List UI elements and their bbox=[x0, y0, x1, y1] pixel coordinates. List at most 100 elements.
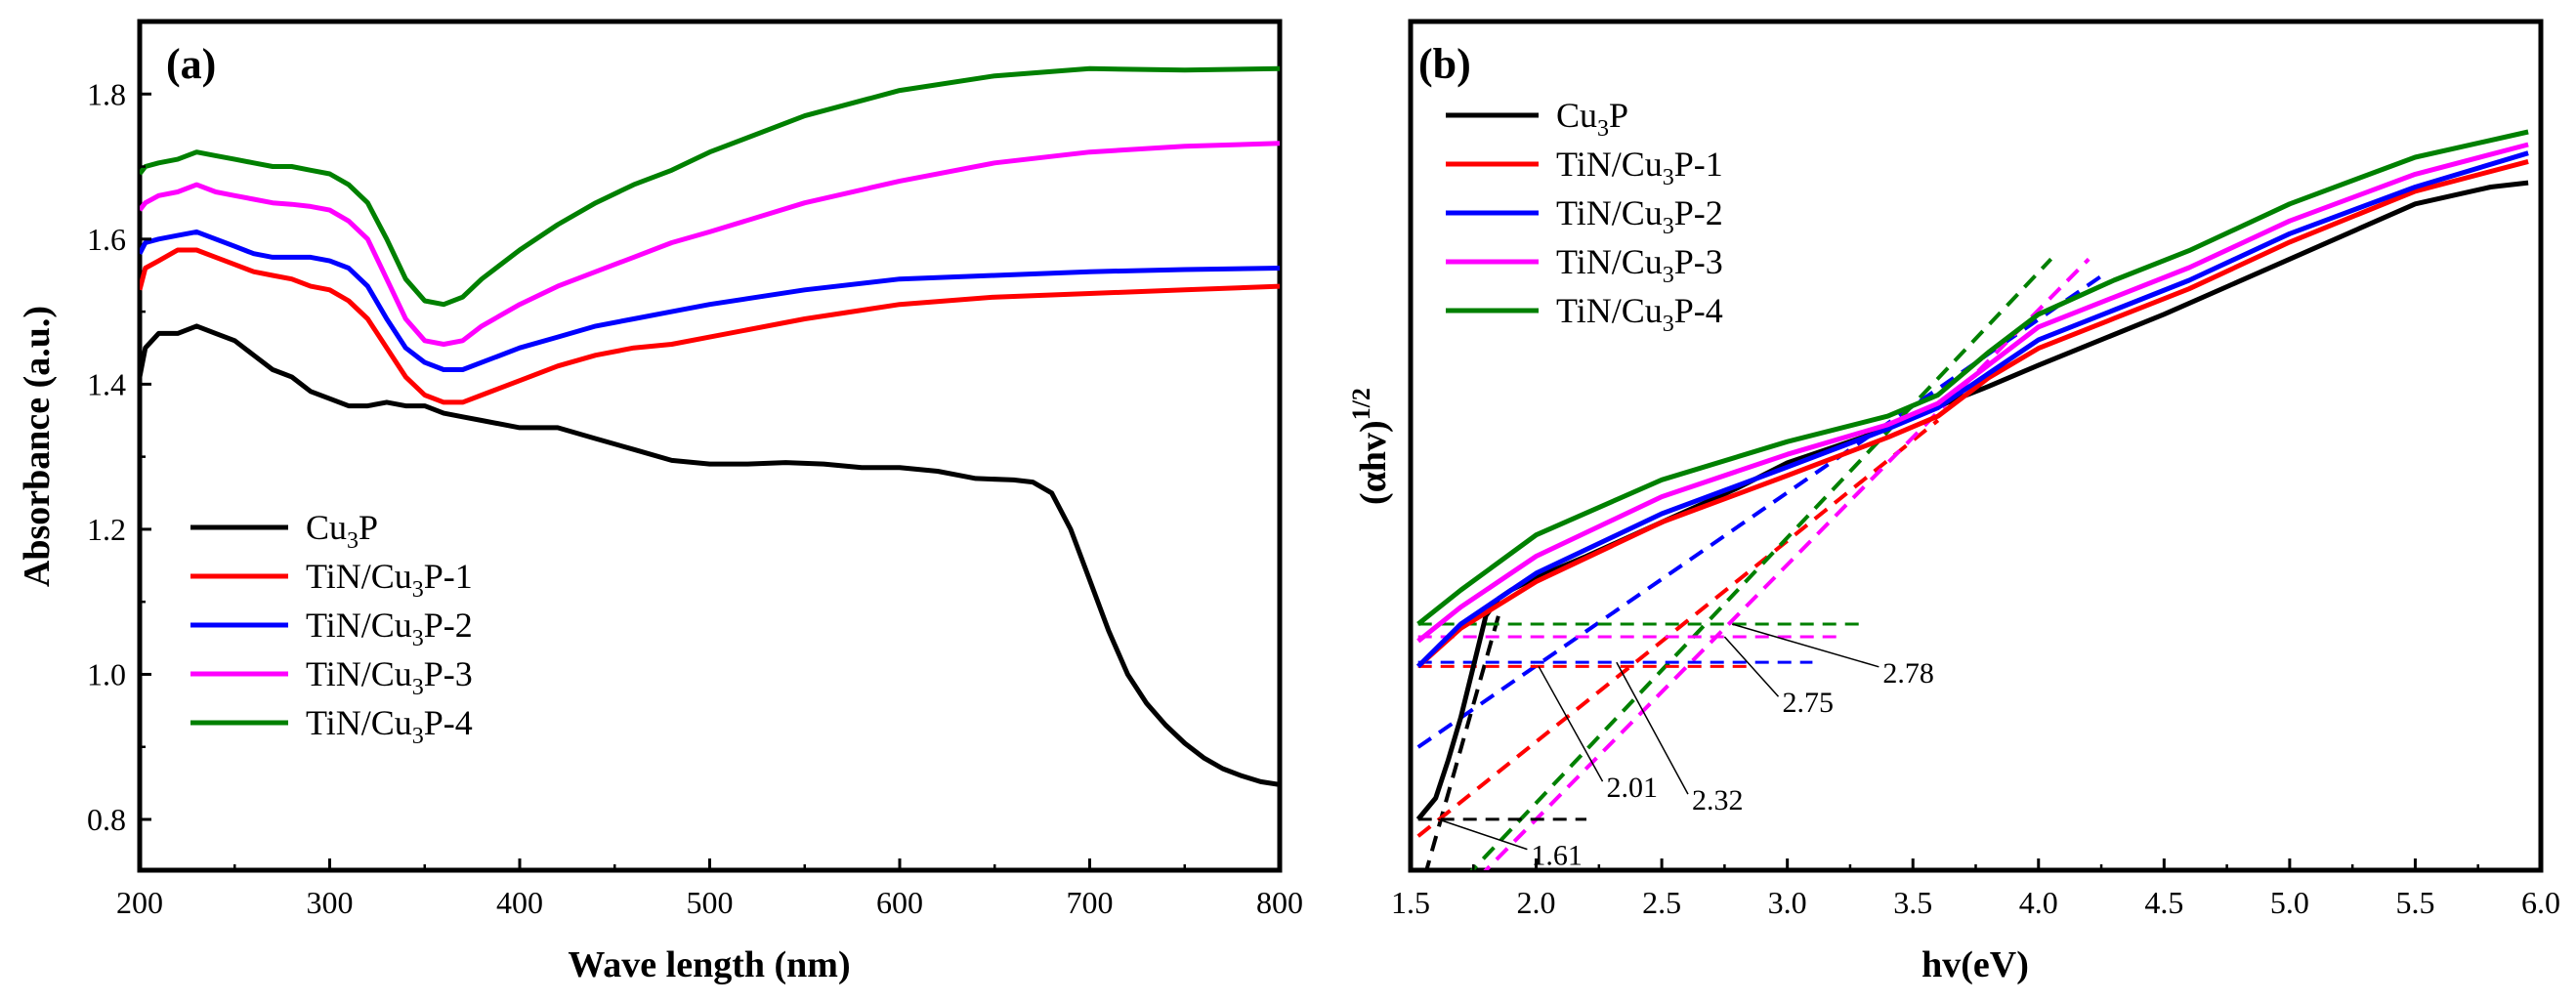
y-tick-label: 1.0 bbox=[87, 656, 126, 691]
legend-label-rest: P-3 bbox=[424, 654, 473, 693]
x-tick-label: 800 bbox=[1256, 885, 1303, 920]
legend-item: TiN/Cu3P-2 bbox=[190, 606, 473, 651]
y-tick-label: 1.8 bbox=[87, 76, 126, 111]
panel-b-y-axis-title-sup: 1/2 bbox=[1347, 388, 1375, 420]
x-tick-label: 3.5 bbox=[1893, 885, 1932, 920]
legend-label: TiN/Cu3P-1 bbox=[1556, 145, 1723, 190]
panel-a-x-axis-title: Wave length (nm) bbox=[568, 944, 850, 985]
legend-label-rest: P-1 bbox=[424, 557, 473, 596]
series-line-tin-cu3p-1 bbox=[1416, 158, 2529, 669]
legend-item: TiN/Cu3P-3 bbox=[1446, 242, 1723, 288]
tangent-line-tin-cu3p-3 bbox=[1483, 257, 2090, 870]
annotation-label: 1.61 bbox=[1531, 840, 1583, 872]
panel-a-series bbox=[140, 65, 1280, 787]
legend-label: TiN/Cu3P-4 bbox=[306, 703, 473, 749]
x-tick-label: 300 bbox=[307, 885, 354, 920]
annotation-label: 2.01 bbox=[1607, 772, 1659, 804]
x-tick-label: 5.5 bbox=[2395, 885, 2434, 920]
legend-item: Cu3P bbox=[190, 508, 378, 554]
legend-label-rest: P bbox=[1609, 96, 1628, 135]
x-tick-label: 6.0 bbox=[2521, 885, 2560, 920]
legend-label: TiN/Cu3P-1 bbox=[306, 557, 473, 603]
legend-label-base: Cu bbox=[306, 508, 347, 547]
x-tick-label: 400 bbox=[496, 885, 543, 920]
legend-label-sub: 3 bbox=[1663, 312, 1674, 337]
panel-b-label: (b) bbox=[1418, 40, 1471, 88]
legend-item: Cu3P bbox=[1446, 96, 1628, 142]
x-tick-label: 3.0 bbox=[1768, 885, 1807, 920]
legend-label-sub: 3 bbox=[347, 528, 359, 554]
annotation-arrow bbox=[1731, 623, 1879, 668]
legend-label: TiN/Cu3P-2 bbox=[306, 606, 473, 651]
series-line-tin-cu3p-4 bbox=[140, 65, 1280, 308]
legend-label: TiN/Cu3P-3 bbox=[306, 654, 473, 700]
series-line-tin-cu3p-3 bbox=[1416, 142, 2529, 644]
legend-label-sub: 3 bbox=[1663, 214, 1674, 239]
legend-label-sub: 3 bbox=[412, 724, 424, 749]
panel-a: 200 300 400 500 600 700 8000.81.01.21.41.61.8 … bbox=[17, 19, 1303, 985]
legend-item: TiN/Cu3P-2 bbox=[1446, 193, 1723, 239]
legend-label-sub: 3 bbox=[1663, 165, 1674, 190]
x-tick-label: 4.0 bbox=[2019, 885, 2058, 920]
annotation-arrow bbox=[1438, 818, 1528, 851]
legend-item: TiN/Cu3P-1 bbox=[190, 557, 473, 603]
panel-b-ticks: 1.5 2.0 2.5 3.0 3.5 4.0 4.5 5.0 5.5 6.0 bbox=[1391, 858, 2560, 920]
legend-label-base: Cu bbox=[1556, 96, 1597, 135]
legend-label-base: TiN/Cu bbox=[306, 606, 412, 645]
x-tick-label: 700 bbox=[1067, 885, 1114, 920]
legend-label: Cu3P bbox=[1556, 96, 1628, 142]
y-tick-label: 1.6 bbox=[87, 222, 126, 257]
legend-label-base: TiN/Cu bbox=[306, 654, 412, 693]
x-tick-label: 2.0 bbox=[1517, 885, 1556, 920]
legend-label: TiN/Cu3P-4 bbox=[1556, 291, 1723, 337]
annotation-label: 2.32 bbox=[1692, 784, 1744, 816]
legend-label-base: TiN/Cu bbox=[306, 703, 412, 742]
legend-item: TiN/Cu3P-4 bbox=[1446, 291, 1723, 337]
panel-b-annotations: 1.61 2.01 2.32 2.75 2.78 bbox=[1438, 623, 1934, 872]
y-tick-label: 0.8 bbox=[87, 802, 126, 837]
series-line-tin-cu3p-1 bbox=[140, 247, 1280, 405]
legend-label-rest: P-2 bbox=[1674, 193, 1723, 232]
legend-label-sub: 3 bbox=[1597, 116, 1609, 142]
legend-item: TiN/Cu3P-3 bbox=[190, 654, 473, 700]
annotation-arrow bbox=[1723, 636, 1780, 697]
panel-b-legend: Cu3PTiN/Cu3P-1TiN/Cu3P-2TiN/Cu3P-3TiN/Cu… bbox=[1446, 96, 1723, 337]
legend-label-base: TiN/Cu bbox=[1556, 145, 1663, 184]
series-line-cu3p bbox=[1415, 180, 2529, 821]
legend-label-sub: 3 bbox=[412, 577, 424, 603]
annotation-label: 2.78 bbox=[1882, 657, 1934, 690]
x-tick-label: 2.5 bbox=[1642, 885, 1681, 920]
series-line-tin-cu3p-2 bbox=[1415, 150, 2529, 669]
legend-item: TiN/Cu3P-4 bbox=[190, 703, 473, 749]
panel-b-series bbox=[1415, 129, 2529, 821]
panel-b: 1.61 2.01 2.32 2.75 2.78 1.5 2.0 2.5 3.0 3.5 4.0 4… bbox=[1347, 19, 2560, 985]
tangent-line-tin-cu3p-1 bbox=[1416, 418, 1940, 838]
y-tick-label: 1.2 bbox=[87, 512, 126, 547]
x-tick-label: 5.0 bbox=[2270, 885, 2309, 920]
annotation-label: 2.75 bbox=[1783, 687, 1835, 719]
legend-label-rest: P bbox=[359, 508, 378, 547]
panel-a-legend: Cu3PTiN/Cu3P-1TiN/Cu3P-2TiN/Cu3P-3TiN/Cu… bbox=[190, 508, 473, 749]
series-line-tin-cu3p-2 bbox=[140, 229, 1280, 372]
legend-label-base: TiN/Cu bbox=[1556, 193, 1663, 232]
panel-a-ticks: 200 300 400 500 600 700 800 0.8 1.0 1.2 1.4 1.6 1.8 bbox=[87, 76, 1303, 920]
legend-label: TiN/Cu3P-2 bbox=[1556, 193, 1723, 239]
panel-b-y-axis-title: (αhv)1/2 bbox=[1347, 388, 1394, 505]
panel-b-x-axis-title: hv(eV) bbox=[1921, 944, 2029, 985]
legend-label: TiN/Cu3P-3 bbox=[1556, 242, 1723, 288]
y-tick-label: 1.4 bbox=[87, 366, 126, 401]
series-line-tin-cu3p-4 bbox=[1416, 129, 2529, 626]
legend-label-rest: P-1 bbox=[1674, 145, 1723, 184]
legend-label-sub: 3 bbox=[1663, 263, 1674, 288]
series-line-cu3p bbox=[140, 323, 1280, 787]
legend-label: Cu3P bbox=[306, 508, 378, 554]
annotation-arrow bbox=[1616, 661, 1689, 795]
panel-a-label: (a) bbox=[166, 40, 216, 88]
legend-label-rest: P-2 bbox=[424, 606, 473, 645]
legend-label-rest: P-4 bbox=[424, 703, 473, 742]
legend-label-base: TiN/Cu bbox=[1556, 291, 1663, 330]
legend-item: TiN/Cu3P-1 bbox=[1446, 145, 1723, 190]
legend-label-base: TiN/Cu bbox=[306, 557, 412, 596]
x-tick-label: 500 bbox=[687, 885, 734, 920]
